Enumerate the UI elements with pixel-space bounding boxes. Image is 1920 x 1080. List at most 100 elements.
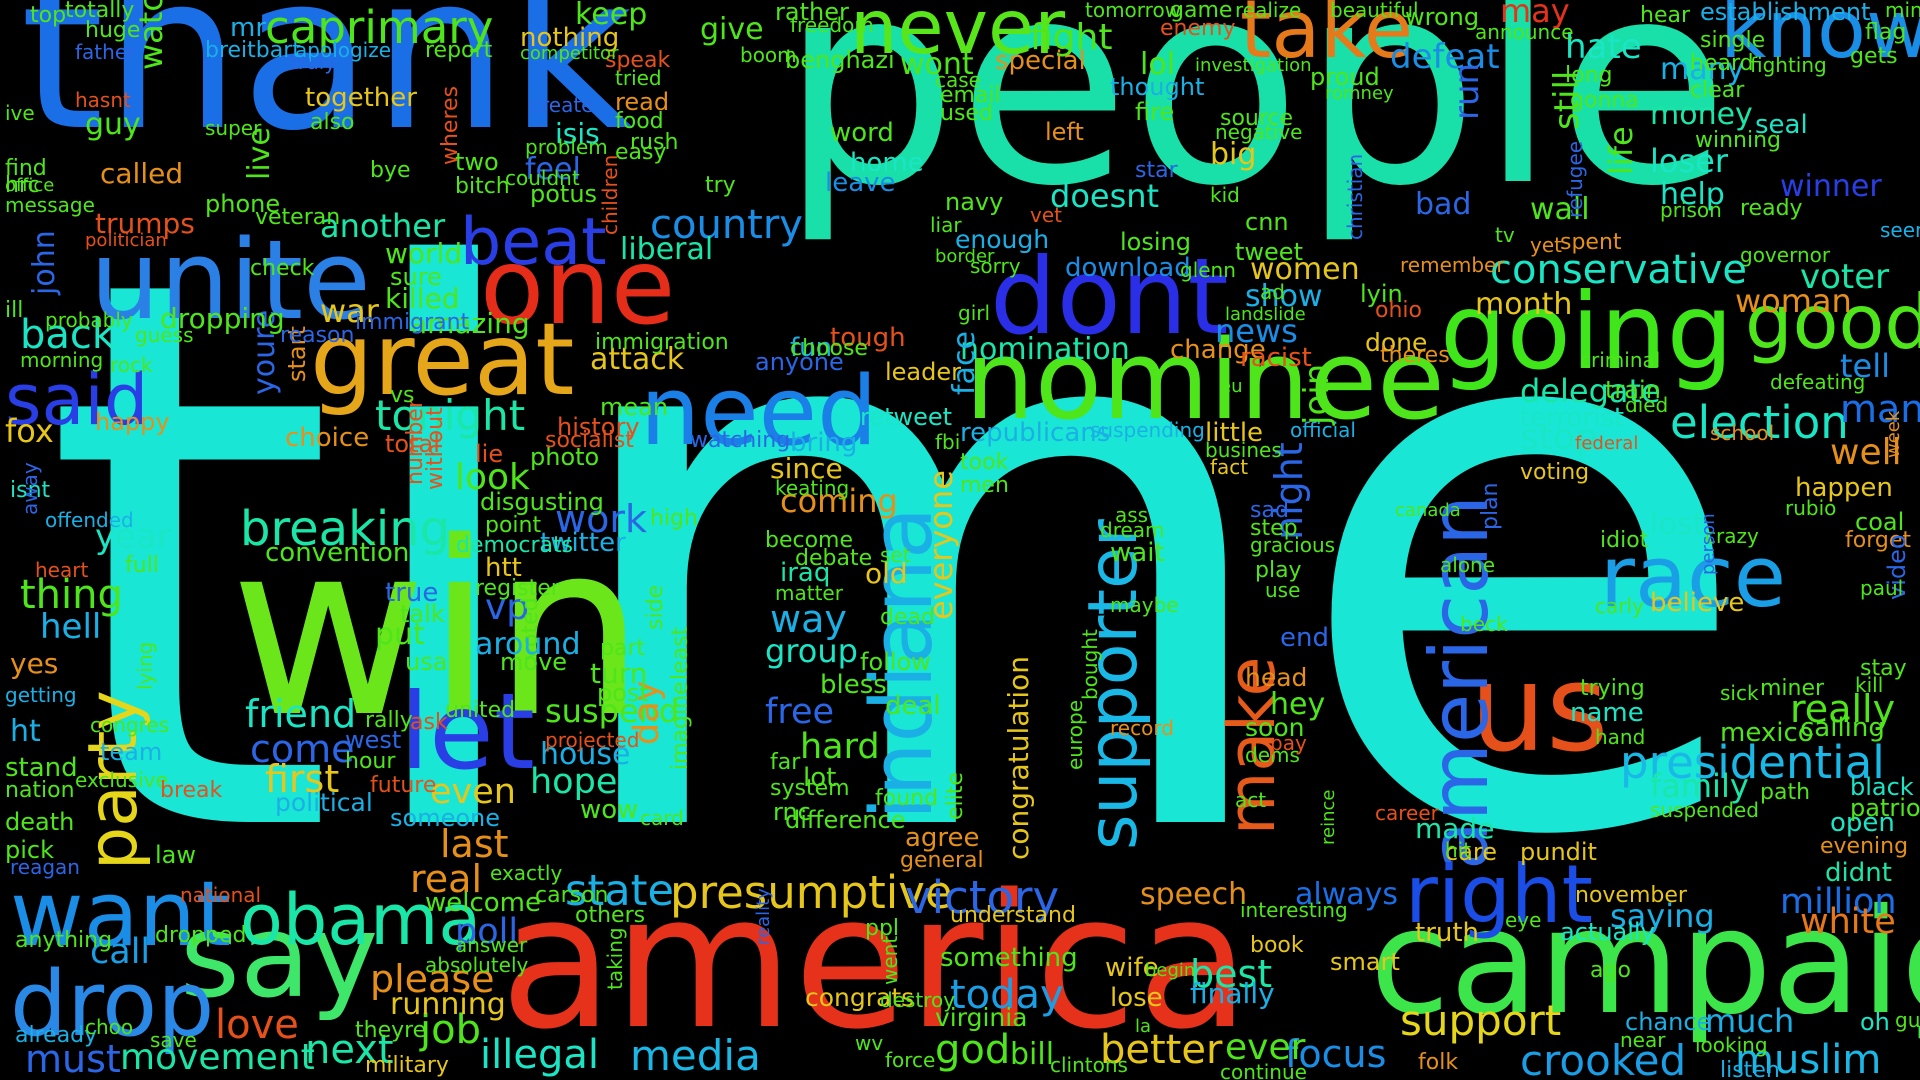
word-debate: debate <box>795 546 873 571</box>
word-trumps: trumps <box>95 207 195 240</box>
word-end: end <box>1280 623 1329 653</box>
word-girl: girl <box>958 301 991 325</box>
word-high: high <box>650 506 698 531</box>
word-hour: hour <box>345 749 396 774</box>
word-dropped: dropped <box>155 923 247 948</box>
word-investigation: investigation <box>1195 55 1312 76</box>
word-ass: ass <box>1115 503 1149 527</box>
word-save: save <box>150 1028 197 1052</box>
word-attack: attack <box>590 342 685 377</box>
word-tough: tough <box>830 323 906 353</box>
word-head: head <box>1245 663 1308 692</box>
word-election: election <box>1670 396 1849 449</box>
word-seal: seal <box>1755 110 1808 140</box>
word-offended: offended <box>45 508 134 532</box>
word-special: special <box>995 46 1086 76</box>
word-ppl: ppl <box>865 916 900 941</box>
word-try: try <box>705 173 736 198</box>
word-ill: ill <box>5 298 24 323</box>
word-plan: plan <box>1478 482 1503 530</box>
word-retweet: retweet <box>860 403 953 431</box>
word-probably: probably <box>45 308 133 332</box>
word-theyre: theyre <box>355 1018 427 1043</box>
word-said: said <box>5 359 149 441</box>
word-poll: poll <box>455 912 519 952</box>
word-oh: oh <box>1860 1008 1890 1036</box>
word-nation: nation <box>5 778 75 803</box>
word-case: case <box>935 68 981 92</box>
word-twitter: twitter <box>540 528 626 558</box>
word-fight: fight <box>1030 17 1113 58</box>
word-breaking: breaking <box>240 501 451 557</box>
word-everyone: everyone <box>922 470 960 620</box>
word-europe: europe <box>1063 700 1087 770</box>
word-benghazi: benghazi <box>785 46 895 74</box>
word-called: called <box>100 157 184 190</box>
word-carson: carson <box>535 883 609 908</box>
word-ago: ago <box>1590 958 1631 983</box>
word-back: back <box>20 312 116 358</box>
word-choo: choo <box>85 1015 134 1039</box>
word-glenn: glenn <box>1180 258 1236 282</box>
word-side: side <box>643 584 668 630</box>
word-point: point <box>485 513 542 538</box>
word-calling: calling <box>1800 713 1885 743</box>
word-win: win <box>230 490 646 770</box>
word-wrong: wrong <box>1405 3 1480 31</box>
word-talk: talk <box>400 600 445 628</box>
word-seem: seem <box>1880 218 1920 242</box>
word-wont: wont <box>900 47 974 82</box>
word-train: train <box>1605 376 1661 404</box>
word-looking: looking <box>1695 1033 1768 1057</box>
word-look: look <box>455 457 530 498</box>
word-reason: reason <box>280 323 355 348</box>
word-disgusting: disgusting <box>480 488 604 516</box>
word-check: check <box>250 256 315 281</box>
word-crooked: crooked <box>1520 1036 1687 1080</box>
word-book: book <box>1250 933 1304 958</box>
word-two: two <box>455 148 499 176</box>
word-yet: yet <box>1530 233 1562 257</box>
word-become: become <box>765 528 854 553</box>
word-congrats: congrats <box>805 983 915 1012</box>
word-suspended: suspended <box>1650 798 1759 822</box>
word-hasnt: hasnt <box>75 88 131 112</box>
word-guy: guy <box>85 107 141 142</box>
word-death: death <box>5 808 75 836</box>
word-pundit: pundit <box>1520 838 1597 866</box>
word-immigrant: immigrant <box>355 310 470 335</box>
word-navy: navy <box>945 188 1004 216</box>
word-speak: speak <box>605 48 671 73</box>
word-john: john <box>27 230 62 295</box>
word-care: care <box>1445 838 1498 866</box>
word-hit: hit <box>1445 838 1472 862</box>
word-month: month <box>1475 287 1573 322</box>
word-bought: bought <box>1078 629 1102 700</box>
word-enough: enough <box>955 225 1050 254</box>
word-house: house <box>540 737 631 772</box>
word-crazy: crazy <box>1705 524 1759 548</box>
word-move: move <box>500 648 568 676</box>
word-hrc: hrc <box>5 173 40 198</box>
word-realize: realize <box>1235 0 1302 22</box>
word-woman: woman <box>1735 282 1852 320</box>
word-caprimary: caprimary <box>265 1 494 54</box>
word-absolutely: absolutely <box>425 953 529 977</box>
word-least: least <box>668 626 693 680</box>
word-word: word <box>830 118 894 148</box>
word-gonna: gonna <box>1570 88 1639 113</box>
word-part: part <box>600 636 646 661</box>
word-week: week <box>1883 410 1904 458</box>
word-person: person <box>1698 513 1719 575</box>
word-la: la <box>1135 1016 1152 1037</box>
word-us: us <box>1470 640 1609 779</box>
word-killed: killed <box>385 282 460 315</box>
word-since: since <box>770 452 843 485</box>
word-evening: evening <box>1820 834 1909 859</box>
word-career: career <box>1375 801 1439 825</box>
word-guess: guess <box>135 323 194 347</box>
word-free: free <box>765 692 835 732</box>
word-virginia: virginia <box>935 1003 1028 1032</box>
word-turn: turn <box>590 657 648 690</box>
